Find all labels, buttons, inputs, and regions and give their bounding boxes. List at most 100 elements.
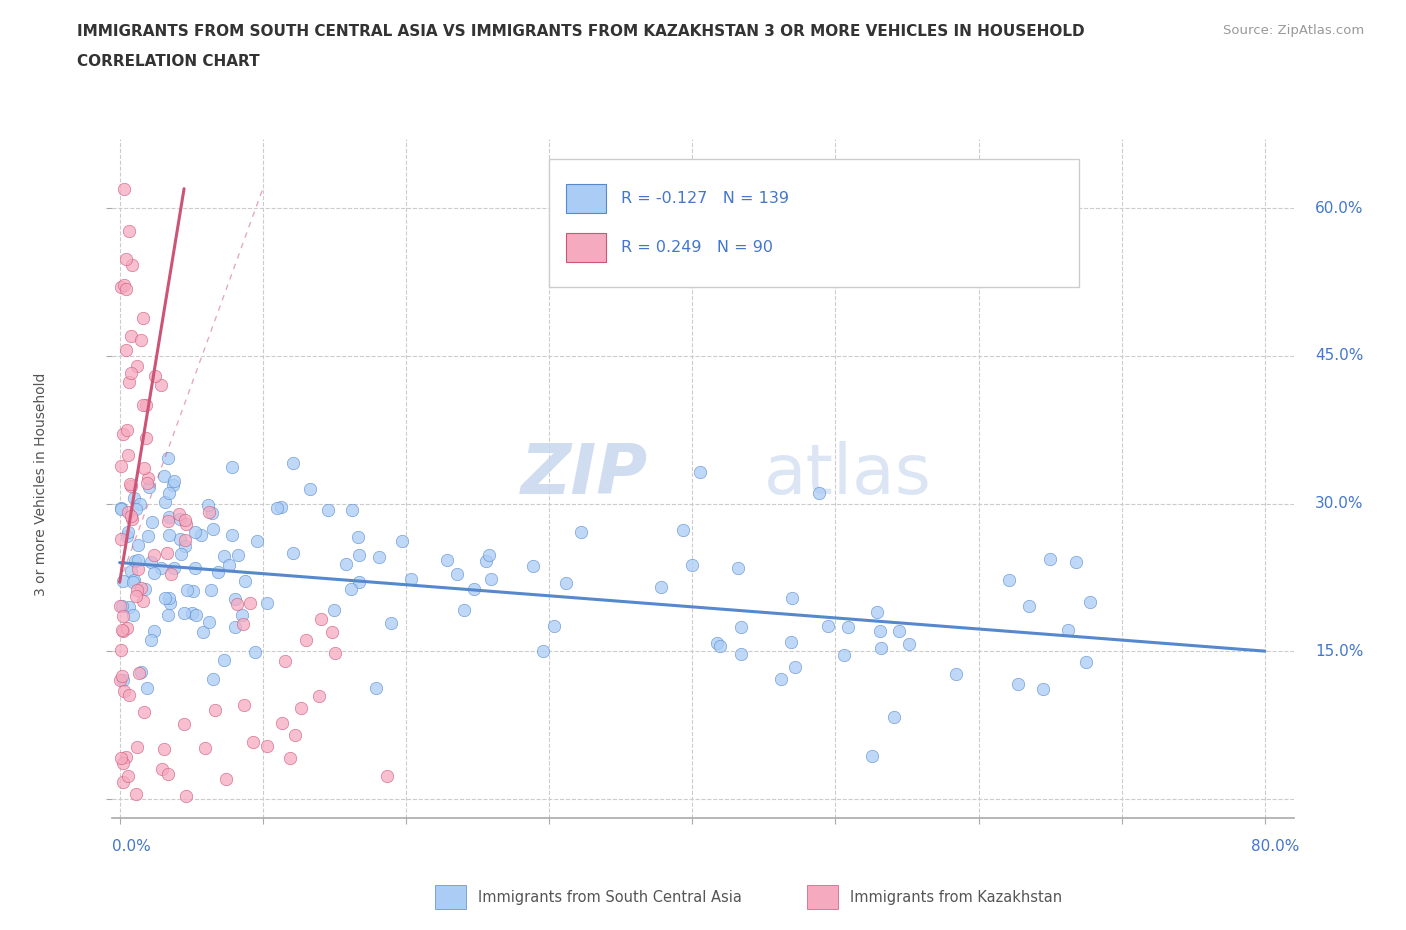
Text: 0.0%: 0.0% <box>112 839 152 854</box>
Text: ZIP: ZIP <box>520 441 648 508</box>
Point <box>191 625 214 640</box>
Point <box>169 532 191 547</box>
Point <box>883 710 905 724</box>
Point <box>180 605 202 620</box>
Point <box>399 571 422 586</box>
Bar <box>434 885 465 909</box>
Point <box>129 665 152 680</box>
Point <box>110 751 132 765</box>
Text: 45.0%: 45.0% <box>1315 349 1364 364</box>
Point <box>110 500 132 515</box>
Point <box>132 397 155 412</box>
Point <box>174 516 197 531</box>
Point <box>110 672 132 687</box>
Point <box>132 461 155 476</box>
Point <box>112 684 135 698</box>
Point <box>321 624 343 639</box>
Point <box>198 615 221 630</box>
Point <box>110 502 132 517</box>
Point <box>139 632 162 647</box>
Point <box>118 223 141 238</box>
Point <box>201 671 224 686</box>
Point <box>162 478 184 493</box>
Point <box>706 636 728 651</box>
Point <box>325 645 347 660</box>
Point <box>125 502 148 517</box>
Point <box>998 573 1021 588</box>
Point <box>110 599 132 614</box>
Point <box>112 427 135 442</box>
Point <box>347 548 370 563</box>
Point <box>832 648 855 663</box>
Point <box>1074 655 1097 670</box>
Point <box>127 561 149 576</box>
Point <box>120 329 142 344</box>
Point <box>242 735 264 750</box>
Point <box>135 681 157 696</box>
Point <box>115 620 138 635</box>
Point <box>122 490 145 505</box>
Point <box>727 560 749 575</box>
Point <box>115 343 138 358</box>
Point <box>221 527 243 542</box>
Point <box>174 789 197 804</box>
Point <box>290 701 312 716</box>
Point <box>1078 594 1101 609</box>
Text: R = -0.127   N = 139: R = -0.127 N = 139 <box>620 191 789 206</box>
Point <box>1018 599 1040 614</box>
Point <box>143 624 166 639</box>
Point <box>531 644 554 658</box>
Point <box>214 549 236 564</box>
Point <box>689 465 711 480</box>
Point <box>231 607 253 622</box>
Point <box>111 775 134 790</box>
Point <box>184 561 207 576</box>
Point <box>898 637 921 652</box>
Point <box>1057 622 1080 637</box>
Point <box>173 512 195 527</box>
Point <box>128 497 150 512</box>
Point <box>190 527 212 542</box>
Point <box>202 521 225 536</box>
Point <box>380 616 402 631</box>
Point <box>157 510 180 525</box>
Point <box>125 589 148 604</box>
Point <box>278 751 301 765</box>
Point <box>375 768 398 783</box>
Point <box>218 558 240 573</box>
Point <box>138 479 160 494</box>
Point <box>1039 551 1062 566</box>
Point <box>197 498 219 512</box>
Point <box>152 469 174 484</box>
Point <box>446 566 468 581</box>
Text: atlas: atlas <box>763 441 932 508</box>
Point <box>543 619 565 634</box>
Point <box>224 619 246 634</box>
Point <box>142 565 165 580</box>
Point <box>200 583 222 598</box>
Point <box>173 716 195 731</box>
Point <box>136 475 159 490</box>
Point <box>169 547 191 562</box>
Point <box>129 581 152 596</box>
Text: Source: ZipAtlas.com: Source: ZipAtlas.com <box>1223 24 1364 37</box>
Point <box>945 667 967 682</box>
Point <box>159 596 181 611</box>
Text: IMMIGRANTS FROM SOUTH CENTRAL ASIA VS IMMIGRANTS FROM KAZAKHSTAN 3 OR MORE VEHIC: IMMIGRANTS FROM SOUTH CENTRAL ASIA VS IM… <box>77 24 1085 39</box>
Point <box>127 582 149 597</box>
Point <box>150 762 173 777</box>
Point <box>194 740 217 755</box>
Point <box>111 623 134 638</box>
Point <box>270 499 292 514</box>
Point <box>122 573 145 588</box>
Point <box>112 278 135 293</box>
Point <box>153 591 176 605</box>
Point <box>367 550 389 565</box>
Point <box>181 583 204 598</box>
Point <box>298 482 321 497</box>
Bar <box>807 885 838 909</box>
Point <box>339 582 361 597</box>
Point <box>346 529 368 544</box>
Point <box>112 181 135 196</box>
Point <box>134 581 156 596</box>
